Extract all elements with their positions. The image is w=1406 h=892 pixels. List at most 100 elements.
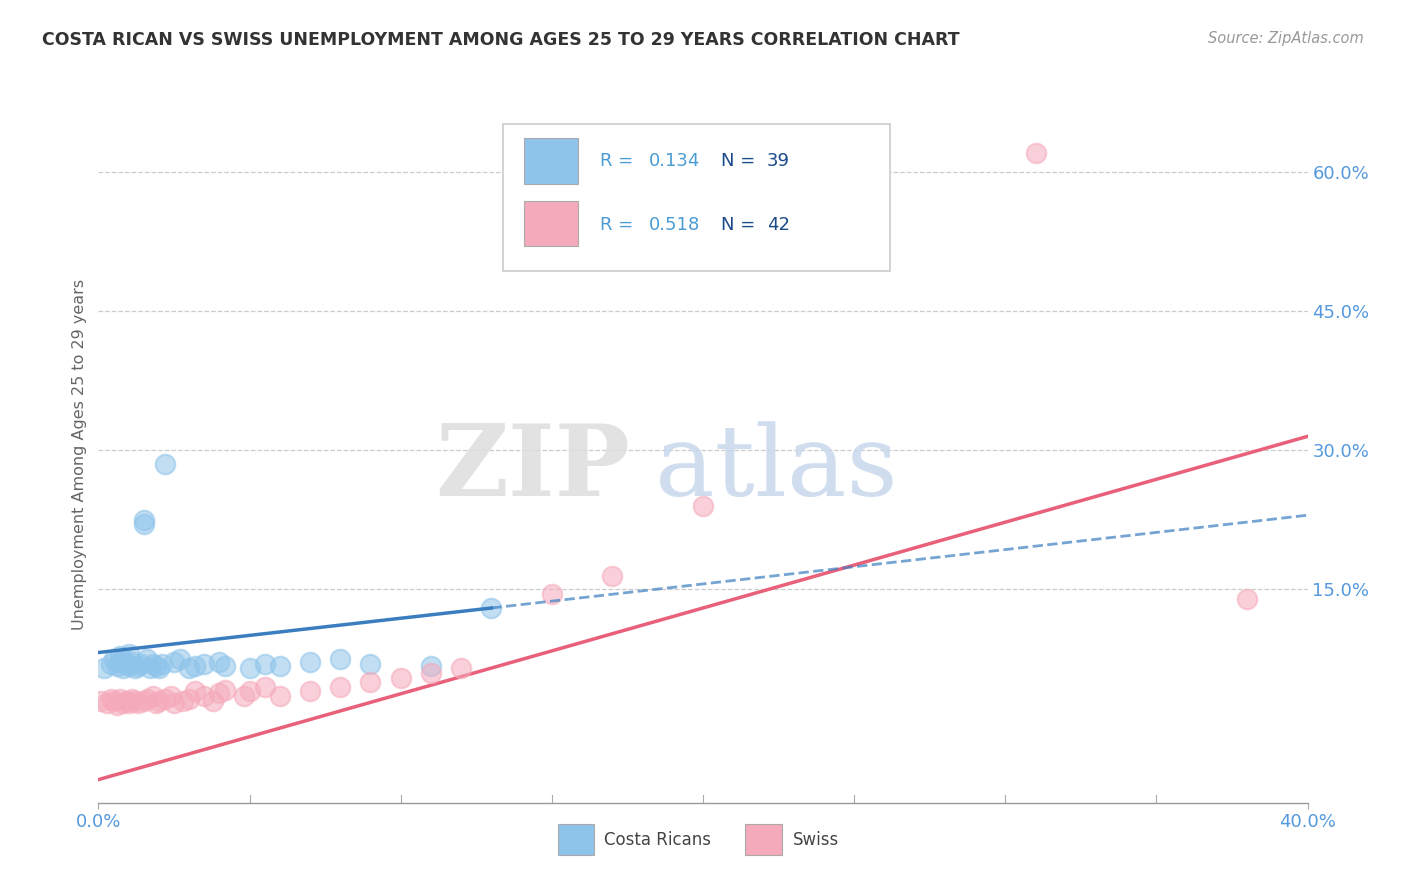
Point xyxy=(148,661,170,675)
Point xyxy=(169,652,191,666)
Point xyxy=(692,499,714,513)
Text: 0.134: 0.134 xyxy=(648,152,700,169)
Point xyxy=(450,661,472,675)
Point xyxy=(90,694,112,708)
Point xyxy=(602,568,624,582)
Point xyxy=(239,684,262,698)
Text: 39: 39 xyxy=(768,152,790,169)
Point xyxy=(103,652,125,666)
Point xyxy=(100,657,122,671)
Point xyxy=(118,696,141,710)
Point xyxy=(135,652,157,666)
Point xyxy=(145,696,167,710)
Point xyxy=(208,655,231,669)
Point xyxy=(153,692,176,706)
Point xyxy=(118,648,141,662)
Point xyxy=(105,698,128,713)
Point xyxy=(111,696,134,710)
Point xyxy=(329,680,352,694)
Text: N =: N = xyxy=(721,217,761,235)
Point xyxy=(105,658,128,673)
Text: COSTA RICAN VS SWISS UNEMPLOYMENT AMONG AGES 25 TO 29 YEARS CORRELATION CHART: COSTA RICAN VS SWISS UNEMPLOYMENT AMONG … xyxy=(42,31,960,49)
Point xyxy=(214,682,236,697)
Point xyxy=(118,658,141,673)
Text: 0.518: 0.518 xyxy=(648,217,700,235)
Point xyxy=(193,689,215,703)
Point xyxy=(108,692,131,706)
Text: ZIP: ZIP xyxy=(436,420,630,517)
Point xyxy=(239,661,262,675)
Point xyxy=(153,457,176,471)
Point xyxy=(139,661,162,675)
Point xyxy=(132,694,155,708)
Point xyxy=(129,657,152,671)
Point xyxy=(202,694,225,708)
Point xyxy=(108,649,131,664)
Point xyxy=(108,655,131,669)
Point xyxy=(172,694,194,708)
Point xyxy=(360,657,382,671)
Point xyxy=(269,689,291,703)
FancyBboxPatch shape xyxy=(503,124,890,270)
Point xyxy=(111,652,134,666)
Point xyxy=(160,689,183,703)
Point xyxy=(1236,591,1258,606)
Point xyxy=(163,696,186,710)
Point xyxy=(269,658,291,673)
Point xyxy=(299,684,322,698)
Point xyxy=(214,658,236,673)
Point xyxy=(1024,146,1046,161)
Point xyxy=(329,652,352,666)
Point xyxy=(103,694,125,708)
Bar xyxy=(524,138,578,184)
Point xyxy=(420,665,443,680)
Text: R =: R = xyxy=(600,152,640,169)
Point xyxy=(132,517,155,532)
Point xyxy=(253,657,276,671)
Point xyxy=(132,513,155,527)
Point xyxy=(389,671,412,685)
Bar xyxy=(558,823,595,855)
Bar xyxy=(745,823,782,855)
Point xyxy=(145,658,167,673)
Point xyxy=(100,692,122,706)
Text: 42: 42 xyxy=(768,217,790,235)
Point xyxy=(121,655,143,669)
Text: R =: R = xyxy=(600,217,640,235)
Bar xyxy=(524,201,578,246)
Point xyxy=(253,680,276,694)
Point xyxy=(540,587,562,601)
Point xyxy=(193,657,215,671)
Point xyxy=(142,657,165,671)
Point xyxy=(179,661,201,675)
Point xyxy=(124,694,146,708)
Point xyxy=(179,692,201,706)
Point xyxy=(150,657,173,671)
Point xyxy=(208,686,231,700)
Text: Costa Ricans: Costa Ricans xyxy=(603,830,711,848)
Point xyxy=(360,675,382,690)
Point xyxy=(93,661,115,675)
Point xyxy=(135,692,157,706)
Point xyxy=(184,684,207,698)
Point xyxy=(114,657,136,671)
Point xyxy=(481,601,503,615)
Point xyxy=(299,655,322,669)
Point xyxy=(121,692,143,706)
Point xyxy=(184,658,207,673)
Point xyxy=(111,661,134,675)
Point xyxy=(96,696,118,710)
Point xyxy=(420,658,443,673)
Point xyxy=(127,658,149,673)
Point xyxy=(127,696,149,710)
Point xyxy=(114,694,136,708)
Text: N =: N = xyxy=(721,152,761,169)
Y-axis label: Unemployment Among Ages 25 to 29 years: Unemployment Among Ages 25 to 29 years xyxy=(72,279,87,631)
Point xyxy=(124,661,146,675)
Point xyxy=(232,689,254,703)
Point xyxy=(148,694,170,708)
Text: Swiss: Swiss xyxy=(793,830,839,848)
Text: atlas: atlas xyxy=(655,421,897,516)
Text: Source: ZipAtlas.com: Source: ZipAtlas.com xyxy=(1208,31,1364,46)
Point xyxy=(142,689,165,703)
